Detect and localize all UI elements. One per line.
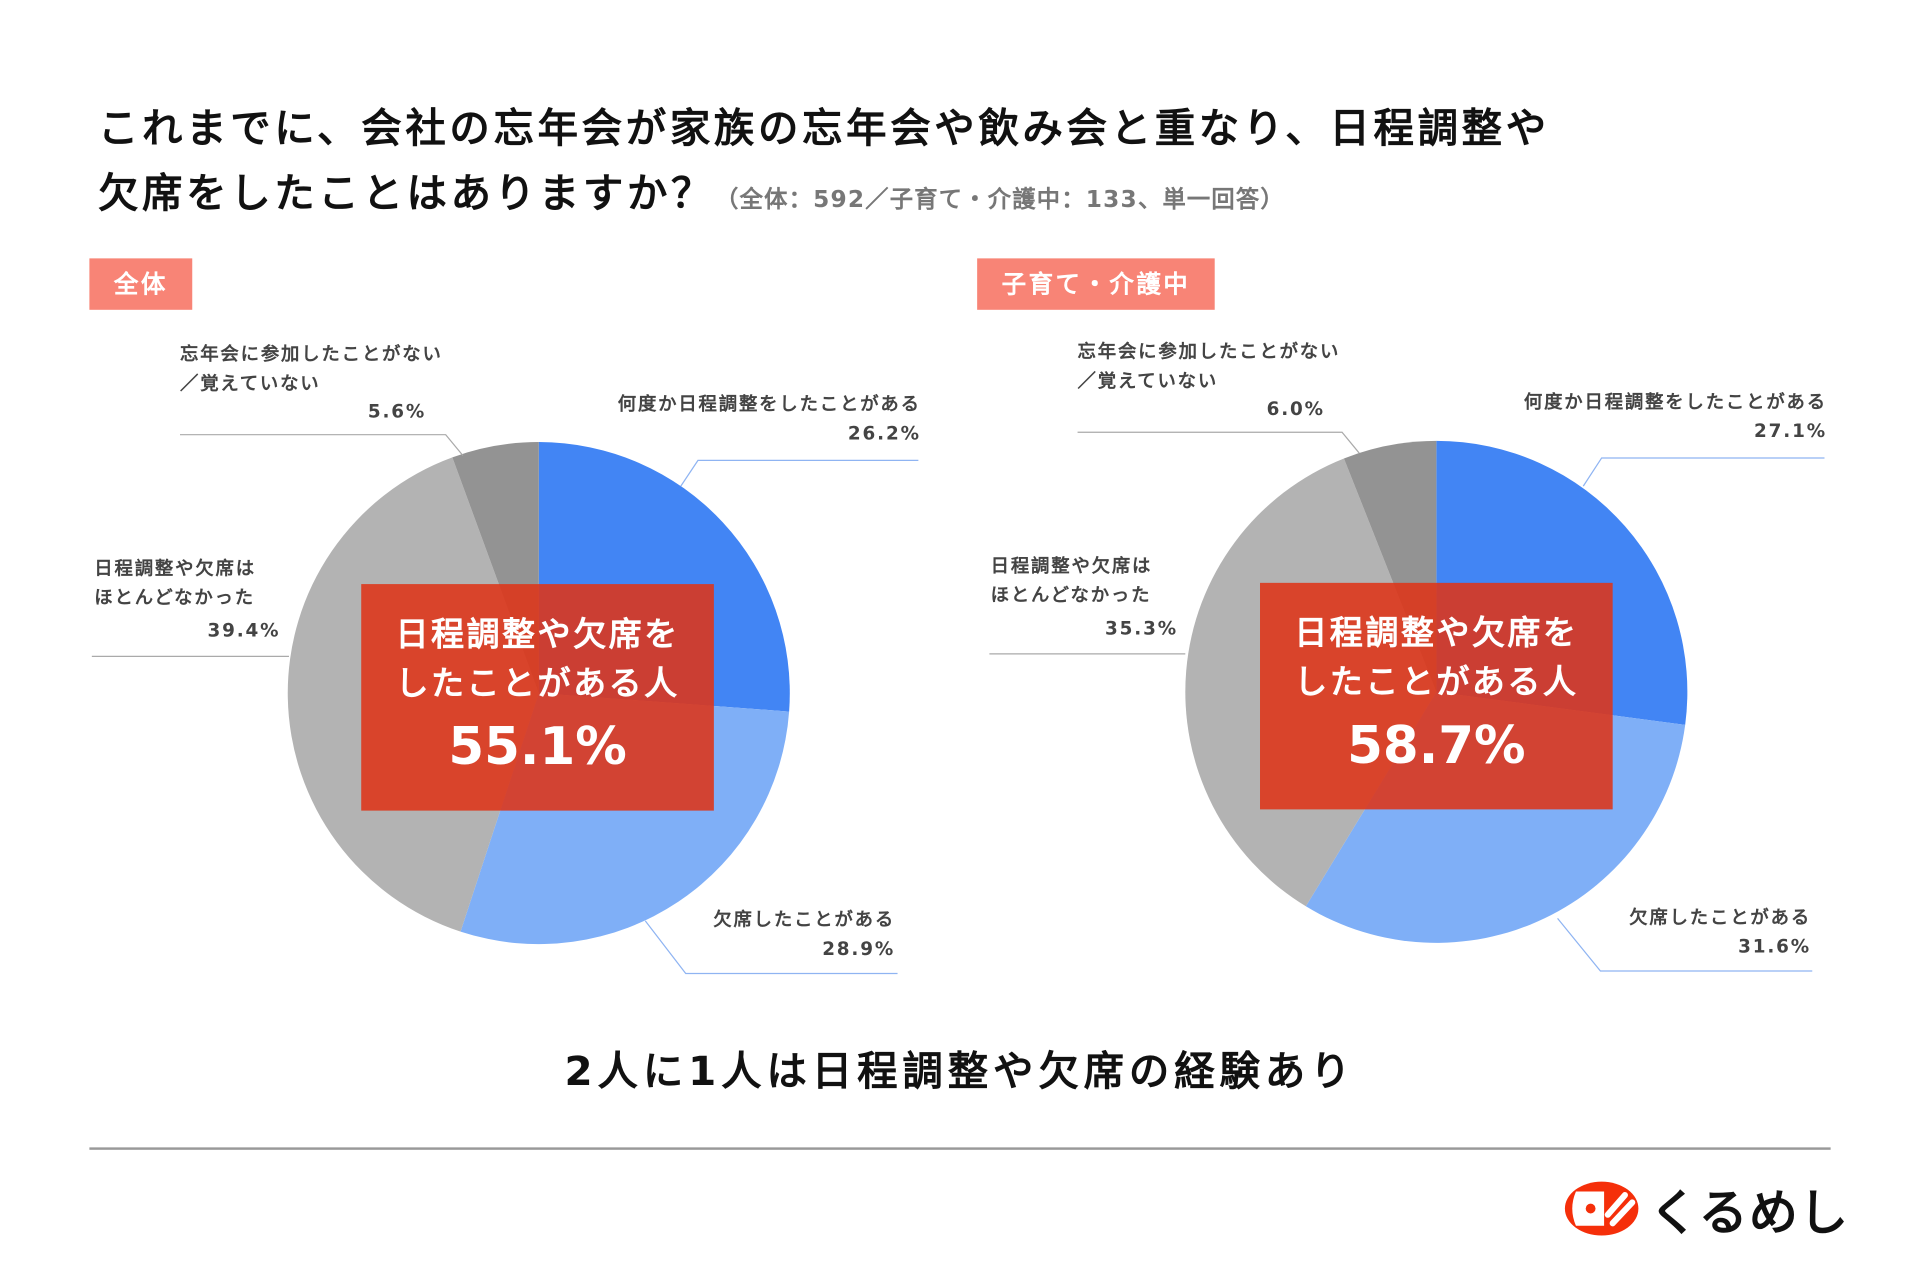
leader-line — [644, 920, 898, 975]
callout-value: 55.1% — [448, 716, 627, 777]
logo: くるめし — [1564, 1173, 1850, 1244]
leader-line — [1557, 917, 1813, 972]
callout-overall: 日程調整や欠席を したことがある人 55.1% — [361, 584, 714, 811]
label-not-attended: 忘年会に参加したことがない ／覚えていない — [180, 342, 443, 395]
logo-mark-icon — [1564, 1181, 1639, 1236]
label-rescheduled: 何度か日程調整をしたことがある 27.1% — [1523, 390, 1827, 443]
label-absent: 欠席したことがある 28.9% — [713, 908, 896, 961]
conclusion: 2人に1人は日程調整や欠席の経験あり — [564, 1046, 1356, 1095]
label-not-attended: 忘年会に参加したことがない ／覚えていない — [1077, 340, 1341, 392]
label-absent: 欠席したことがある 31.6% — [1629, 906, 1812, 958]
leader-line — [1582, 457, 1825, 487]
logo-text: くるめし — [1649, 1185, 1850, 1242]
label-rarely: 日程調整や欠席は ほとんどなかった — [94, 557, 256, 609]
leader-line — [680, 459, 919, 487]
pct-not-attended: 5.6% — [367, 400, 427, 423]
callout-value: 58.7% — [1347, 715, 1526, 776]
chart-title: これまでに、会社の忘年会が家族の忘年会や飲み会と重なり、日程調整や 欠席をしたこ… — [98, 96, 1550, 233]
title-line-1: これまでに、会社の忘年会が家族の忘年会や飲み会と重なり、日程調整や — [97, 104, 1550, 152]
chart-tag-overall: 全体 — [89, 258, 193, 310]
leader-line — [1077, 431, 1360, 454]
pct-rarely: 35.3% — [1105, 617, 1178, 640]
leader-line — [180, 434, 464, 456]
sample-note: （全体：592／子育て・介護中：133、単一回答） — [715, 186, 1285, 214]
callout-caregivers: 日程調整や欠席を したことがある人 58.7% — [1260, 582, 1613, 810]
label-rarely: 日程調整や欠席は ほとんどなかった — [990, 554, 1153, 607]
title-line-2: 欠席をしたことはありますか？ — [97, 168, 716, 217]
pct-rarely: 39.4% — [207, 619, 281, 642]
pct-not-attended: 6.0% — [1266, 397, 1325, 421]
chart-tag-caregivers: 子育て・介護中 — [977, 258, 1215, 310]
divider — [89, 1147, 1831, 1150]
label-rescheduled: 何度か日程調整をしたことがある 26.2% — [617, 393, 921, 445]
